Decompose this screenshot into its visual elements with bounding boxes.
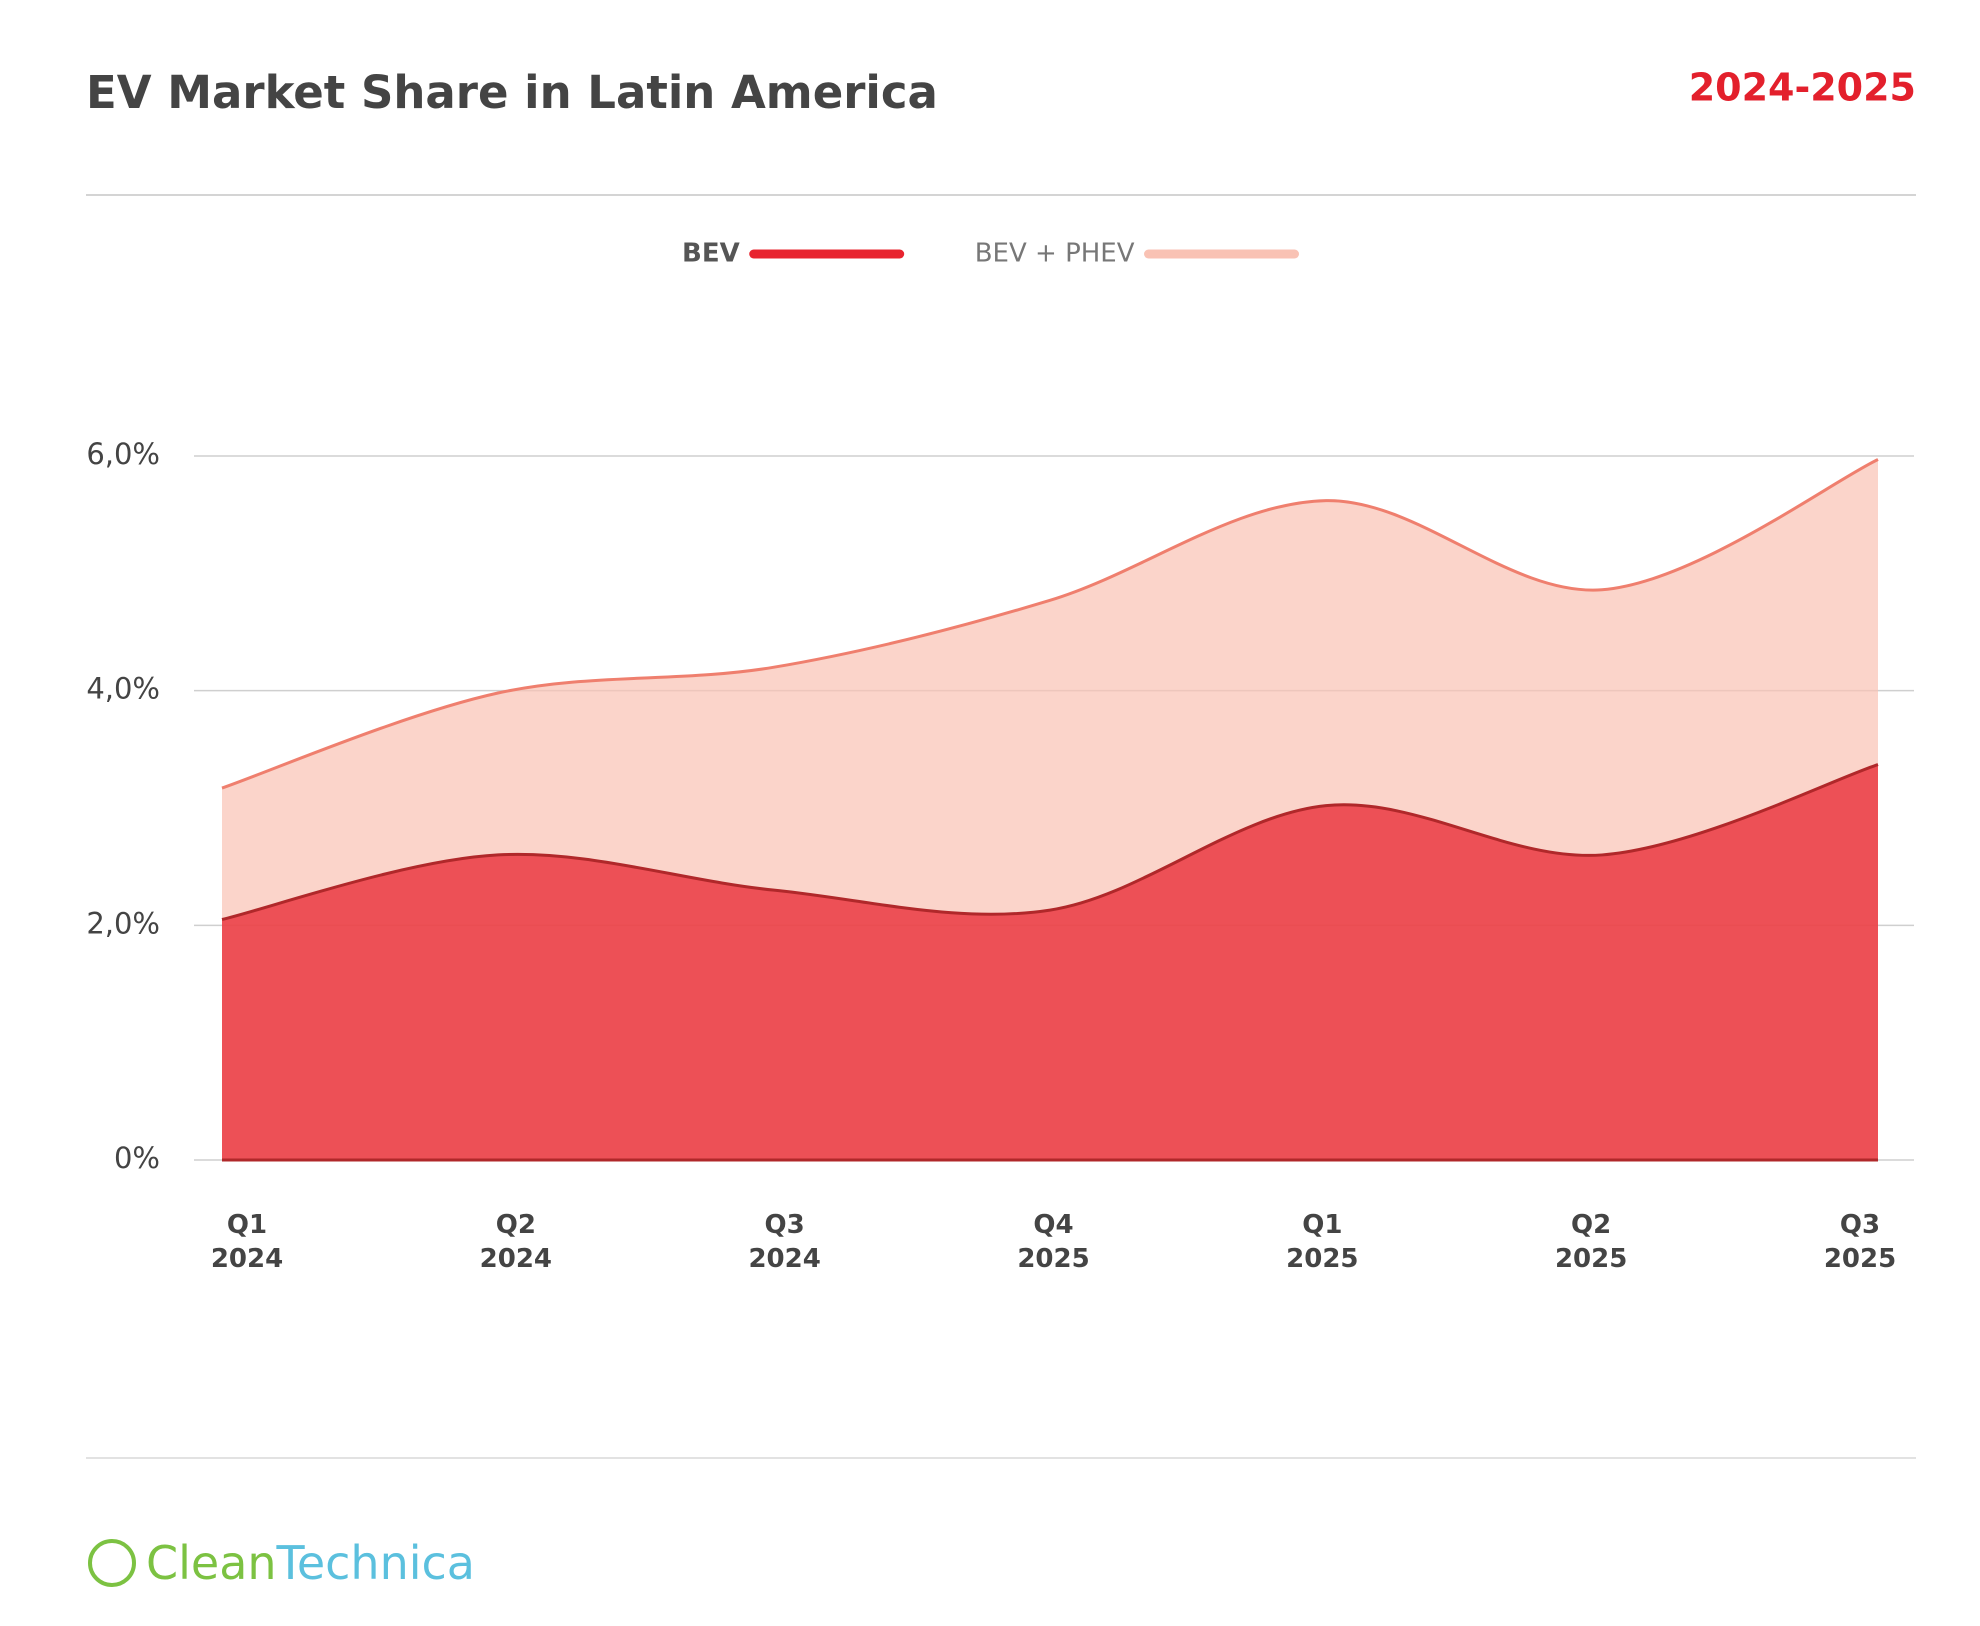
x-tick-label: Q1 2025 xyxy=(1286,1210,1359,1274)
line xyxy=(221,763,1879,921)
x-tick-label: Q2 2025 xyxy=(1554,1210,1628,1274)
x-tick-label: Q1 2024 xyxy=(210,1210,284,1274)
logo-part: Technica xyxy=(276,1536,475,1590)
y-tick-label: 0% xyxy=(114,1141,160,1175)
logo: CleanTechnica xyxy=(146,1536,475,1590)
area xyxy=(222,764,1878,1160)
x-tick-label: Q3 2024 xyxy=(748,1210,821,1274)
y-tick-label: 4,0% xyxy=(86,672,160,706)
chart-subtitle: 2024-2025 xyxy=(1689,66,1916,110)
y-tick-label: 6,0% xyxy=(86,437,160,471)
logo-icon xyxy=(88,1539,136,1587)
y-tick-label: 2,0% xyxy=(86,906,160,940)
x-tick-label: Q3 2025 xyxy=(1823,1210,1897,1274)
x-tick-label: Q2 2024 xyxy=(479,1210,553,1274)
x-tick-label: Q4 2025 xyxy=(1017,1210,1090,1274)
chart-title: EV Market Share in Latin America xyxy=(86,66,938,119)
legend-label: BEV + PHEV xyxy=(975,239,1135,269)
line xyxy=(221,458,1879,790)
legend-label: BEV xyxy=(682,239,740,269)
logo-part: Clean xyxy=(146,1536,277,1590)
